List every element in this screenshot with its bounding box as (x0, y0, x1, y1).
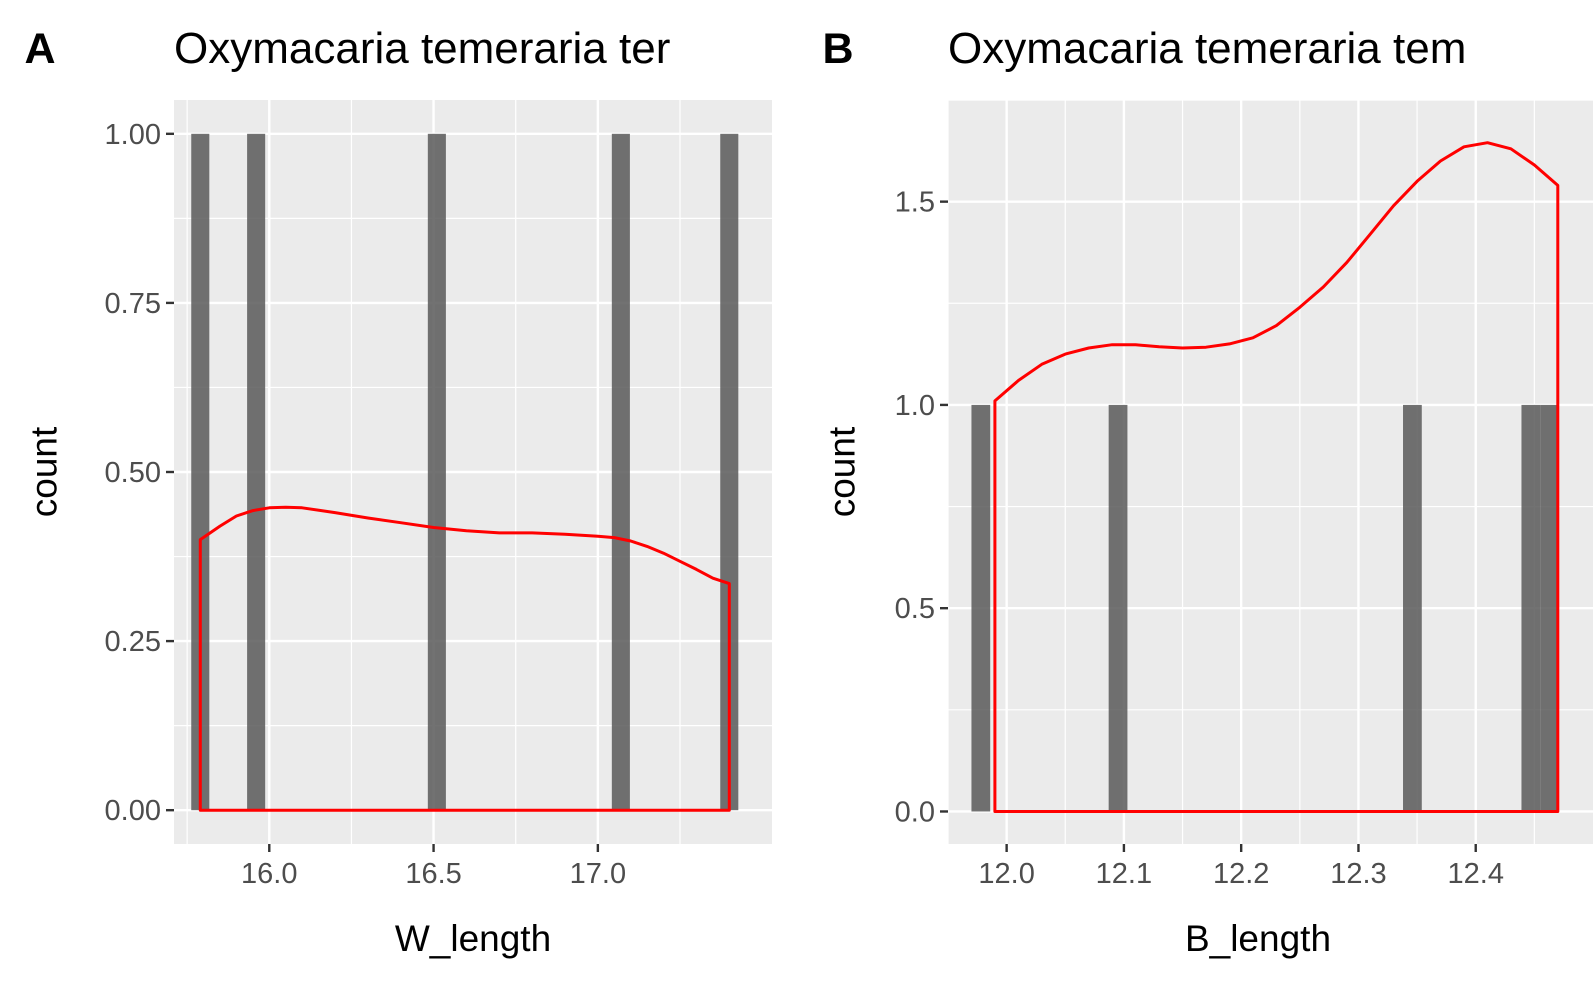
panel-title: Oxymacaria temeraria ter (174, 24, 670, 73)
x-axis-title: W_length (395, 918, 551, 959)
y-axis-title: count (24, 426, 65, 517)
histogram-bar (247, 133, 266, 811)
panel-tag: B (822, 25, 853, 73)
y-tick-label: 1.5 (895, 187, 935, 219)
x-tick-label: 16.0 (241, 858, 297, 890)
y-tick-label: 0.00 (105, 795, 161, 827)
histogram-bar (720, 133, 739, 811)
x-tick-label: 17.0 (570, 858, 626, 890)
panel-b: 0.0 0.5 1.0 1.5 12.0 12.1 12.2 12.3 12.4 B_length… (822, 24, 1593, 959)
x-tick-label: 12.4 (1448, 858, 1504, 890)
plot-background (948, 100, 1593, 844)
histogram-bar (1540, 404, 1559, 812)
y-tick-label: 0.0 (895, 796, 935, 828)
histogram-bar (1521, 404, 1541, 812)
x-tick-label: 12.1 (1096, 858, 1152, 890)
x-tick-label: 12.3 (1330, 858, 1386, 890)
panel-a: 0.00 0.25 0.50 0.75 1.00 16.0 16.5 17.0 W_length… (24, 24, 772, 959)
density-curve (198, 505, 731, 812)
density-curve (993, 141, 1560, 813)
y-tick-label: 0.5 (895, 593, 935, 625)
histogram-bar (971, 404, 991, 812)
x-axis-title: B_length (1185, 918, 1331, 959)
histogram-bar (191, 133, 210, 811)
y-tick-label: 0.25 (105, 626, 161, 658)
y-axis-title: count (822, 426, 863, 517)
y-tick-label: 0.75 (105, 288, 161, 320)
histogram-bar (1108, 404, 1128, 812)
y-tick-label: 1.0 (895, 390, 935, 422)
y-tick-label: 0.50 (105, 457, 161, 489)
histogram-bar (427, 133, 446, 811)
x-tick-label: 16.5 (405, 858, 461, 890)
panel-title: Oxymacaria temeraria tem (948, 24, 1466, 73)
panel-tag: A (24, 25, 55, 73)
y-tick-label: 1.00 (105, 119, 161, 151)
x-tick-label: 12.0 (978, 858, 1034, 890)
histogram-bar (1403, 404, 1422, 812)
x-tick-label: 12.2 (1213, 858, 1269, 890)
histogram-bar (611, 133, 630, 811)
